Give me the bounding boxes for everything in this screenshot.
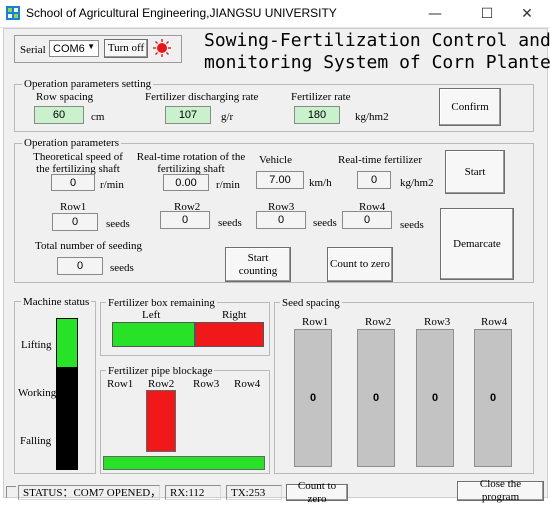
- fertilizer-box-label: Fertilizer box remaining: [106, 297, 217, 309]
- seed-spacing-group: [274, 302, 534, 474]
- row2-seed-value: 0: [160, 211, 210, 229]
- fertilizer-box-left-label: Left: [142, 309, 161, 321]
- seed-spacing-label: Seed spacing: [280, 297, 342, 309]
- blockage-row4-label: Row4: [234, 378, 261, 390]
- realtime-fertilizer-value: 0: [357, 171, 391, 189]
- fertilizer-box-left-bar: [112, 322, 195, 347]
- realtime-fertilizer-label: Real-time fertilizer: [338, 154, 422, 166]
- spacing-row4-label: Row4: [481, 316, 508, 328]
- blockage-row1-label: Row1: [107, 378, 134, 390]
- realtime-rotation-label: Real-time rotation of the fertilizing sh…: [136, 151, 246, 175]
- row1-seed-value: 0: [52, 213, 98, 231]
- fertilizer-box-right-bar: [195, 322, 264, 347]
- vehicle-speed-value: 7.00: [256, 171, 304, 189]
- blockage-row2-indicator: [146, 390, 176, 452]
- status-text: STATUS：COM7 OPENED，: [18, 485, 161, 500]
- demarcate-button[interactable]: Demarcate: [440, 208, 514, 280]
- spacing-row4-bar: 0: [474, 329, 512, 467]
- discharge-rate-label: Fertilizer discharging rate: [145, 91, 259, 103]
- settings-group: [14, 84, 534, 132]
- serial-label: Serial: [20, 44, 46, 56]
- confirm-button[interactable]: Confirm: [439, 88, 501, 126]
- row4-seed-value: 0: [342, 211, 392, 229]
- working-label: Working: [18, 387, 57, 399]
- window-title: School of Agricultural Engineering,JIANG…: [26, 6, 337, 20]
- row3-seed-unit: seeds: [313, 217, 337, 229]
- status-spacer: [6, 486, 16, 498]
- settings-group-label: Operation parameters setting: [22, 78, 154, 90]
- spacing-row2-label: Row2: [365, 316, 392, 328]
- start-counting-button[interactable]: Start counting: [225, 247, 291, 282]
- heading-line-1: Sowing-Fertilization Control and: [204, 30, 550, 51]
- start-button[interactable]: Start: [445, 150, 505, 194]
- lifting-indicator: [56, 318, 78, 368]
- row-spacing-unit: cm: [91, 111, 105, 123]
- spacing-row3-label: Row3: [424, 316, 451, 328]
- spacing-row2-bar: 0: [357, 329, 395, 467]
- machine-status-label: Machine status: [21, 296, 92, 308]
- spacing-row3-bar: 0: [416, 329, 454, 467]
- row2-seed-label: Row2: [174, 201, 201, 213]
- fertilizer-rate-unit: kg/hm2: [355, 111, 389, 123]
- close-program-button[interactable]: Close the program: [457, 478, 544, 503]
- row-spacing-input[interactable]: 60: [34, 106, 84, 124]
- title-bar: School of Agricultural Engineering,JIANG…: [0, 0, 550, 28]
- discharge-rate-input[interactable]: 107: [165, 106, 211, 124]
- row2-seed-unit: seeds: [218, 217, 242, 229]
- app-icon: [6, 6, 20, 20]
- pipe-blockage-label: Fertilizer pipe blockage: [106, 365, 215, 377]
- serial-port-select[interactable]: COM6 ▼: [49, 40, 99, 57]
- maximize-button[interactable]: ☐: [480, 6, 494, 22]
- close-window-button[interactable]: ✕: [521, 6, 533, 22]
- total-seeding-value: 0: [57, 257, 103, 275]
- spacing-row1-label: Row1: [302, 316, 329, 328]
- params-group: [14, 143, 534, 283]
- serial-port-value: COM6: [53, 42, 85, 55]
- row-spacing-label: Row spacing: [36, 91, 94, 103]
- row3-seed-value: 0: [256, 211, 306, 229]
- vehicle-speed-unit: km/h: [309, 177, 332, 189]
- app-heading: Sowing-Fertilization Control and monitor…: [204, 30, 550, 74]
- realtime-rotation-value: 0.00: [163, 174, 209, 191]
- tx-counter: TX:253: [226, 485, 282, 500]
- row1-seed-unit: seeds: [106, 218, 130, 230]
- realtime-rotation-unit: r/min: [216, 179, 240, 191]
- theoretical-speed-value: 0: [51, 174, 95, 191]
- discharge-rate-unit: g/r: [221, 111, 234, 123]
- blockage-row2-label: Row2: [148, 378, 175, 390]
- total-seeding-unit: seeds: [110, 262, 134, 274]
- fertilizer-rate-label: Fertilizer rate: [291, 91, 351, 103]
- blockage-row3-label: Row3: [193, 378, 220, 390]
- total-seeding-label: Total number of seeding: [35, 240, 143, 252]
- minimize-button[interactable]: —: [428, 6, 442, 22]
- working-indicator: [56, 368, 78, 470]
- row3-seed-label: Row3: [268, 201, 295, 213]
- serial-indicator-icon: [153, 39, 171, 57]
- serial-panel: [14, 35, 182, 63]
- row1-seed-label: Row1: [60, 201, 87, 213]
- theoretical-speed-label: Theoretical speed of the fertilizing sha…: [33, 151, 123, 175]
- count-to-zero-button[interactable]: Count to zero: [327, 247, 393, 282]
- vehicle-speed-label: Vehicle: [259, 154, 292, 166]
- serial-toggle-button[interactable]: Turn off: [104, 39, 148, 58]
- lifting-label: Lifting: [21, 339, 52, 351]
- realtime-fertilizer-unit: kg/hm2: [400, 177, 434, 189]
- chevron-down-icon: ▼: [87, 42, 95, 51]
- theoretical-speed-unit: r/min: [100, 179, 124, 191]
- spacing-row1-bar: 0: [294, 329, 332, 467]
- falling-label: Falling: [20, 435, 52, 447]
- params-group-label: Operation parameters: [22, 137, 121, 149]
- row4-seed-unit: seeds: [400, 219, 424, 231]
- row4-seed-label: Row4: [359, 201, 386, 213]
- rx-counter: RX:112: [165, 485, 221, 500]
- statusbar-count-zero-button[interactable]: Count to zero: [286, 480, 348, 505]
- blockage-base-bar: [103, 456, 265, 470]
- heading-line-2: monitoring System of Corn Planter: [204, 52, 550, 73]
- fertilizer-rate-input[interactable]: 180: [294, 106, 340, 124]
- fertilizer-box-right-label: Right: [222, 309, 247, 321]
